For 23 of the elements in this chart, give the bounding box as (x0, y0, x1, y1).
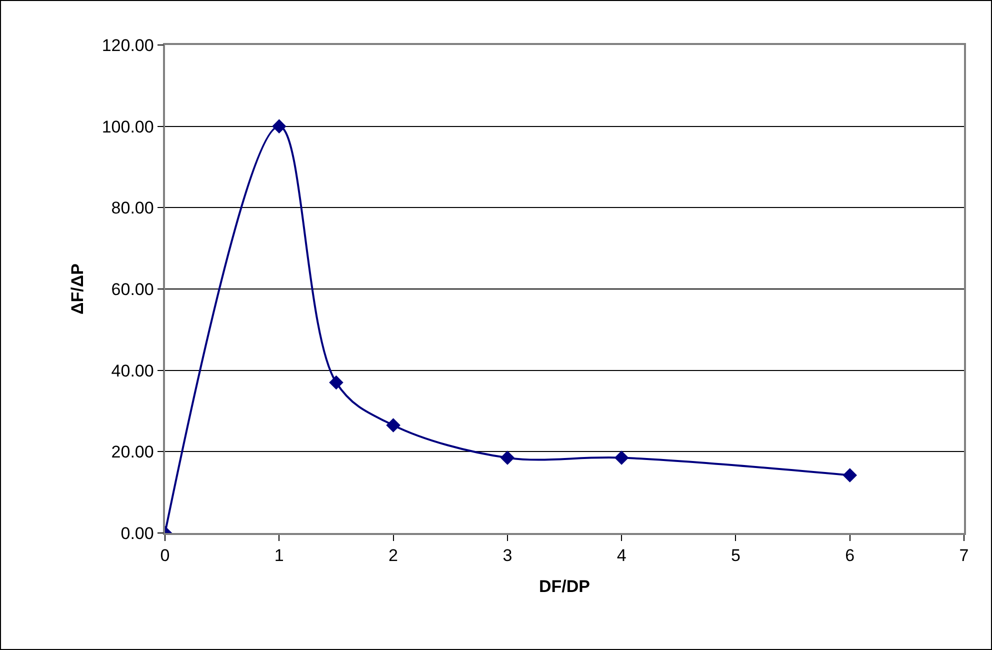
point (386, 418, 400, 432)
x-tick-label: 1 (274, 546, 284, 566)
x-tick-label: 0 (160, 546, 170, 566)
x-axis-title: DF/DP (539, 577, 590, 596)
y-tick-label: 40.00 (111, 361, 154, 380)
y-tick-label: 120.00 (102, 36, 154, 55)
y-tick-label: 80.00 (111, 198, 154, 218)
point (842, 468, 858, 482)
y-tick-label: 0.00 (120, 524, 154, 543)
point (272, 119, 286, 134)
x-tick-label: 6 (845, 546, 855, 566)
x-tick-label: 3 (502, 546, 512, 566)
y-tick-label: 60.00 (111, 280, 154, 299)
y-tick-label: 20.00 (111, 442, 154, 462)
point (614, 450, 629, 465)
y-axis-title: ΔF/ΔP (68, 264, 87, 314)
point (329, 375, 344, 390)
x-tick-label: 5 (730, 546, 740, 566)
x-tick-label: 7 (959, 546, 969, 566)
x-tick-label: 2 (388, 546, 398, 566)
x-tick-label: 4 (616, 546, 626, 566)
y-tick-label: 100.00 (102, 117, 154, 136)
point (500, 450, 515, 465)
